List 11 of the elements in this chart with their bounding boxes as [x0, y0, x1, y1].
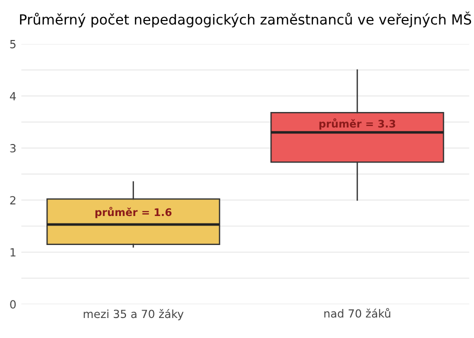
y-tick-label: 1	[10, 248, 16, 256]
x-tick-label: mezi 35 a 70 žáky	[84, 309, 184, 320]
y-tick-label: 3	[10, 144, 16, 152]
annotation: průměr = 3.3	[319, 118, 396, 130]
y-tick-label: 0	[10, 300, 16, 309]
chart-title: Průměrný počet nepedagogických zaměstnanců ve veřejných MŠ	[20, 12, 472, 28]
annotation: průměr = 1.6	[95, 206, 172, 218]
y-tick-label: 4	[10, 92, 16, 100]
y-tick-label: 5	[10, 40, 16, 48]
x-tick-label: nad 70 žáků	[324, 308, 390, 318]
y-tick-label: 2	[10, 196, 16, 204]
